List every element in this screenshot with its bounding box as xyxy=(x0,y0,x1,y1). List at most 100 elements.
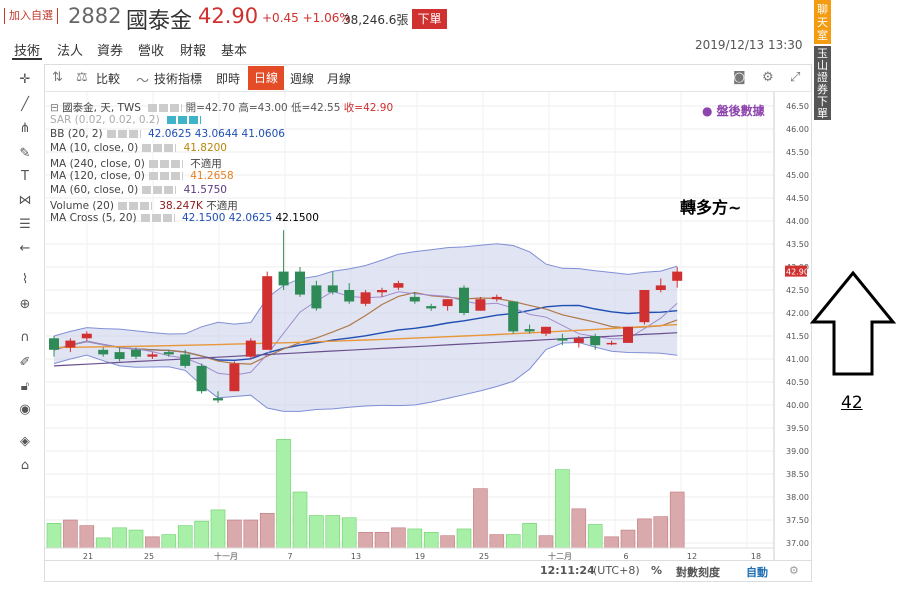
after-hours-data-link[interactable]: ● 盤後數據 xyxy=(702,102,765,119)
tab-technical[interactable]: 技術 xyxy=(14,44,41,59)
tab-financials[interactable]: 財報 xyxy=(180,44,207,59)
interval-daily[interactable]: 日線 xyxy=(248,66,284,90)
volume-bar xyxy=(227,519,242,549)
trend-line-icon[interactable]: ╱ xyxy=(21,97,29,112)
legend-ma120-controls[interactable] xyxy=(148,172,183,180)
price-chart[interactable]: 46.5046.0045.5045.0044.5044.0043.5043.00… xyxy=(44,92,812,560)
volume-bar xyxy=(128,529,144,549)
interval-monthly[interactable]: 月線 xyxy=(327,72,352,86)
percent-scale-toggle[interactable]: % xyxy=(651,564,663,577)
legend-macross-label: MA Cross (5, 20) xyxy=(50,212,137,224)
legend-ma10-label: MA (10, close, 0) xyxy=(50,142,139,154)
compare-button[interactable]: 比較 xyxy=(96,72,121,86)
pitchfork-icon[interactable]: ⋔ xyxy=(19,121,31,136)
x-tick-label: 十一月 xyxy=(214,551,238,560)
eye-icon[interactable]: ◉ xyxy=(19,402,31,417)
tab-revenue[interactable]: 營收 xyxy=(138,44,165,59)
legend-macross: MA Cross (5, 20) 42.1500 42.0625 42.1500 xyxy=(50,212,319,224)
last-price-label-box xyxy=(785,265,807,277)
compare-icon[interactable]: ⚖ xyxy=(76,70,88,85)
candle-body xyxy=(573,338,584,343)
legend-ma10-controls[interactable] xyxy=(142,144,177,152)
candle-body xyxy=(262,276,273,350)
zoom-in-icon[interactable]: ⊕ xyxy=(19,297,31,312)
candle-body xyxy=(295,271,305,295)
layers-icon[interactable]: ◈ xyxy=(20,434,30,449)
magnet-icon[interactable]: ∩ xyxy=(20,330,30,345)
status-gear-icon[interactable]: ⚙ xyxy=(789,564,799,577)
brush-icon[interactable]: ✎ xyxy=(19,146,31,161)
volume-bar xyxy=(210,509,226,549)
legend-sar-controls[interactable] xyxy=(167,116,202,124)
legend-low: 低=42.55 xyxy=(291,102,341,114)
legend-bb-controls[interactable] xyxy=(106,130,141,138)
auto-scale-toggle[interactable]: 自動 xyxy=(746,566,768,579)
legend-ma120-label: MA (120, close, 0) xyxy=(50,170,145,182)
status-time: 12:11:24 xyxy=(540,564,595,577)
lock-drawing-icon[interactable]: ✐ xyxy=(19,355,31,370)
bullish-annotation: 轉多方~ xyxy=(680,198,742,217)
log-scale-toggle[interactable]: 對數刻度 xyxy=(676,566,720,579)
add-to-watchlist-button[interactable]: 加入自選 xyxy=(4,8,58,24)
y-tick-label: 39.00 xyxy=(786,447,809,456)
candle-body xyxy=(541,326,551,334)
after-hours-dot-icon: ● xyxy=(702,104,717,118)
back-arrow-icon[interactable]: ← xyxy=(19,241,31,256)
ruler-icon[interactable]: ⌇ xyxy=(21,272,29,287)
tab-basic[interactable]: 基本 xyxy=(221,44,248,59)
bollinger-lower-line xyxy=(53,341,678,412)
interval-weekly[interactable]: 週線 xyxy=(290,72,315,86)
legend-sar-label: SAR (0.02, 0.02, 0.2) xyxy=(50,114,160,126)
x-tick-label: 十二月 xyxy=(548,551,572,560)
candle-body xyxy=(196,365,207,392)
pattern-icon[interactable]: ⋈ xyxy=(18,193,32,208)
lock-icon[interactable]: 🔓︎ xyxy=(20,379,30,394)
fullscreen-icon[interactable]: ⤢ xyxy=(790,70,801,85)
legend-ma60-label: MA (60, close, 0) xyxy=(50,184,139,196)
candle-body xyxy=(147,354,158,357)
indicators-button[interactable]: 技術指標 xyxy=(154,72,203,86)
volume-bar xyxy=(63,519,78,549)
camera-icon[interactable]: ◙ xyxy=(733,70,746,85)
legend-bb-mid: 42.0625 xyxy=(148,128,192,140)
legend-macross-v2: 42.0625 xyxy=(228,212,273,224)
volume-bar xyxy=(473,488,488,549)
volume-bar xyxy=(276,439,291,549)
x-tick-label: 6 xyxy=(623,552,628,560)
x-tick-label: 19 xyxy=(415,552,425,560)
legend-ma240-controls[interactable] xyxy=(148,160,183,168)
volume-bar xyxy=(423,532,439,549)
x-tick-label: 13 xyxy=(351,552,361,560)
crosshair-icon[interactable]: ✛ xyxy=(19,72,31,87)
volume-bar xyxy=(194,520,209,549)
interval-intraday[interactable]: 即時 xyxy=(216,72,241,86)
gear-icon[interactable]: ⚙ xyxy=(762,70,774,85)
text-tool-icon[interactable]: T xyxy=(21,169,29,184)
candle-body xyxy=(131,349,141,357)
volume-bar xyxy=(46,523,62,549)
bar-type-icon[interactable]: ⇅ xyxy=(52,70,63,85)
y-tick-label: 40.50 xyxy=(786,378,809,387)
broker-order-tab[interactable]: 玉山證券下單 xyxy=(814,46,831,120)
volume-bar xyxy=(669,491,685,549)
tab-institutional[interactable]: 法人 xyxy=(57,44,84,59)
candle-body xyxy=(245,340,256,357)
candle-body xyxy=(442,299,453,307)
legend-macross-controls[interactable] xyxy=(140,214,175,222)
candle-body xyxy=(98,349,109,355)
candle-body xyxy=(49,338,59,350)
legend-ma240-label: MA (240, close, 0) xyxy=(50,158,145,170)
trash-icon[interactable]: ⌂ xyxy=(20,458,30,473)
legend-controls[interactable] xyxy=(148,104,183,112)
volume-bar xyxy=(440,535,455,549)
legend-symbol: 國泰金, 天, TWS xyxy=(62,102,141,114)
active-tab-underline xyxy=(12,58,42,60)
legend-volume-controls[interactable] xyxy=(117,202,152,210)
indicator-icon[interactable]: 〜 xyxy=(136,74,150,89)
chat-room-tab[interactable]: 聊天室 xyxy=(814,0,831,44)
legend-ma60-controls[interactable] xyxy=(142,186,177,194)
tab-margin[interactable]: 資券 xyxy=(97,44,124,59)
fib-icon[interactable]: ☰ xyxy=(19,217,31,232)
volume-bar xyxy=(505,534,521,549)
place-order-button[interactable]: 下單 xyxy=(412,9,447,29)
